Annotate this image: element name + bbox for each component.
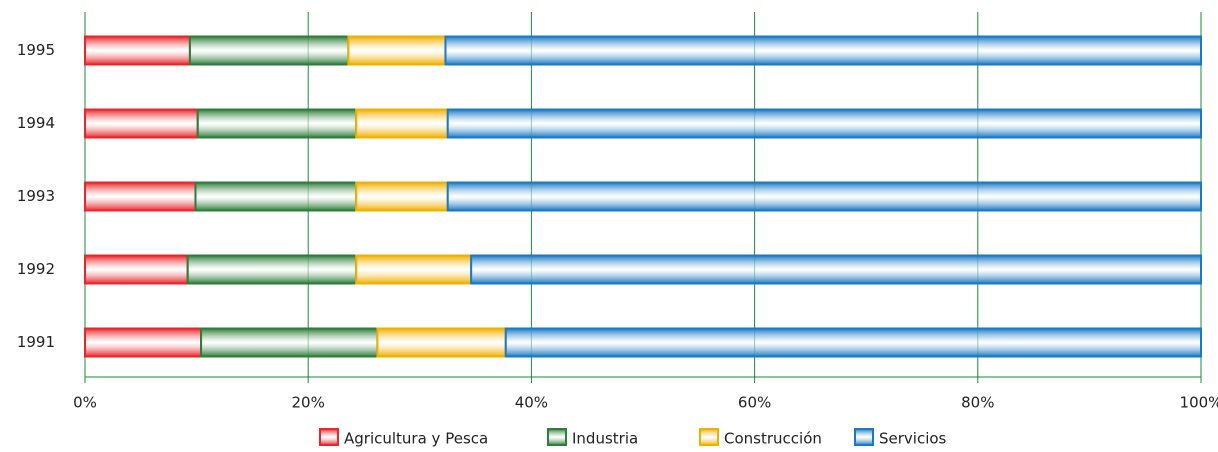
legend-swatch [319, 428, 339, 446]
legend-swatch [699, 428, 719, 446]
bar-segment [196, 108, 358, 139]
x-tick-label: 60% [738, 394, 771, 412]
bar-segment [200, 327, 379, 358]
bar-segment [376, 327, 507, 358]
bar-segment [84, 35, 191, 66]
legend-label: Agricultura y Pesca [344, 430, 488, 448]
bar-segment [355, 108, 449, 139]
legend-label: Servicios [879, 430, 947, 448]
bar-segment [504, 327, 1202, 358]
y-tick-label: 1995 [17, 41, 55, 59]
y-tick-label: 1991 [17, 333, 55, 351]
x-tick-label: 80% [961, 394, 994, 412]
bar-segment [188, 35, 350, 66]
bar-segment [446, 181, 1202, 212]
y-tick-label: 1994 [17, 114, 55, 132]
legend-label: Industria [572, 430, 638, 448]
y-tick-label: 1992 [17, 260, 55, 278]
legend-label: Construcción [724, 430, 822, 448]
x-tick-label: 20% [292, 394, 325, 412]
bar-segment [446, 108, 1202, 139]
bar-segment [84, 327, 203, 358]
bar-segment [194, 181, 358, 212]
bar-segment [470, 254, 1202, 285]
bar-segment [355, 181, 449, 212]
bar-segment [186, 254, 358, 285]
bar-segment [84, 108, 199, 139]
bar-segment [347, 35, 447, 66]
legend-swatch [854, 428, 874, 446]
bar-segment [84, 254, 189, 285]
bar-segment [84, 181, 197, 212]
x-tick-label: 0% [73, 394, 97, 412]
x-tick-label: 100% [1180, 394, 1218, 412]
x-tick-label: 40% [515, 394, 548, 412]
y-tick-label: 1993 [17, 187, 55, 205]
bar-segment [355, 254, 473, 285]
legend-swatch [547, 428, 567, 446]
bar-segment [444, 35, 1202, 66]
